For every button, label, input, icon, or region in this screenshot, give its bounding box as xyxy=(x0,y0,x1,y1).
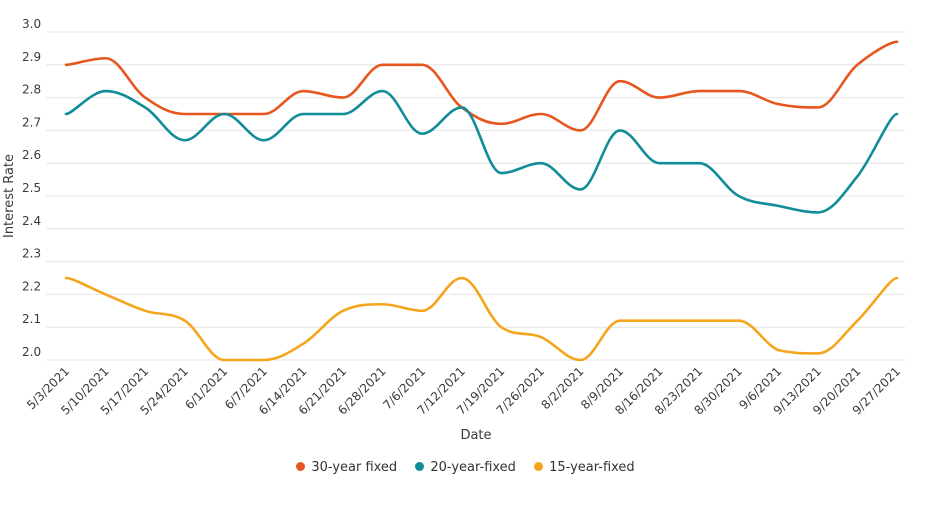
y-tick-label: 2.3 xyxy=(22,247,41,261)
series-lines xyxy=(64,40,899,362)
legend-dot-15-year xyxy=(534,462,544,471)
line-chart: 3.0 2.9 2.8 2.7 2.6 2.5 2.4 2.3 2.2 2.1 2.0 5/3/20… xyxy=(2,17,905,443)
legend-label-30-year: 30-year fixed xyxy=(311,460,398,475)
legend-label-15-year: 15-year-fixed xyxy=(549,460,635,475)
legend-dot-20-year xyxy=(415,462,425,471)
legend: 30-year fixed 20-year-fixed 15-year-fixe… xyxy=(0,460,931,475)
grid-lines xyxy=(46,31,905,361)
y-tick-label: 2.7 xyxy=(22,115,41,129)
y-tick-label: 2.1 xyxy=(22,312,41,326)
y-tick-label: 2.8 xyxy=(22,83,41,97)
legend-label-20-year: 20-year-fixed xyxy=(430,460,516,475)
x-axis-title: Date xyxy=(460,428,491,443)
y-tick-label: 2.9 xyxy=(22,50,41,64)
legend-item-15-year: 15-year-fixed xyxy=(534,460,635,475)
x-axis-ticks: 5/3/20215/10/20215/17/20215/24/20216/1/2… xyxy=(24,364,903,417)
legend-dot-30-year xyxy=(296,462,306,471)
series-line-0 xyxy=(64,40,899,132)
legend-item-20-year: 20-year-fixed xyxy=(415,460,516,475)
y-tick-label: 2.6 xyxy=(22,148,41,162)
y-tick-label: 3.0 xyxy=(22,17,41,31)
y-tick-label: 2.5 xyxy=(22,181,41,195)
x-tick-label: 8/2/2021 xyxy=(539,364,587,412)
y-tick-label: 2.0 xyxy=(22,345,41,359)
x-tick-label: 6/1/2021 xyxy=(182,364,230,412)
series-line-2 xyxy=(64,276,899,362)
y-axis-title: Interest Rate xyxy=(2,154,17,238)
y-tick-label: 2.2 xyxy=(22,279,41,293)
y-tick-label: 2.4 xyxy=(22,214,41,228)
legend-item-30-year: 30-year fixed xyxy=(296,460,397,475)
y-axis-ticks: 3.0 2.9 2.8 2.7 2.6 2.5 2.4 2.3 2.2 2.1 2.0 xyxy=(22,17,41,359)
series-line-1 xyxy=(64,89,899,214)
